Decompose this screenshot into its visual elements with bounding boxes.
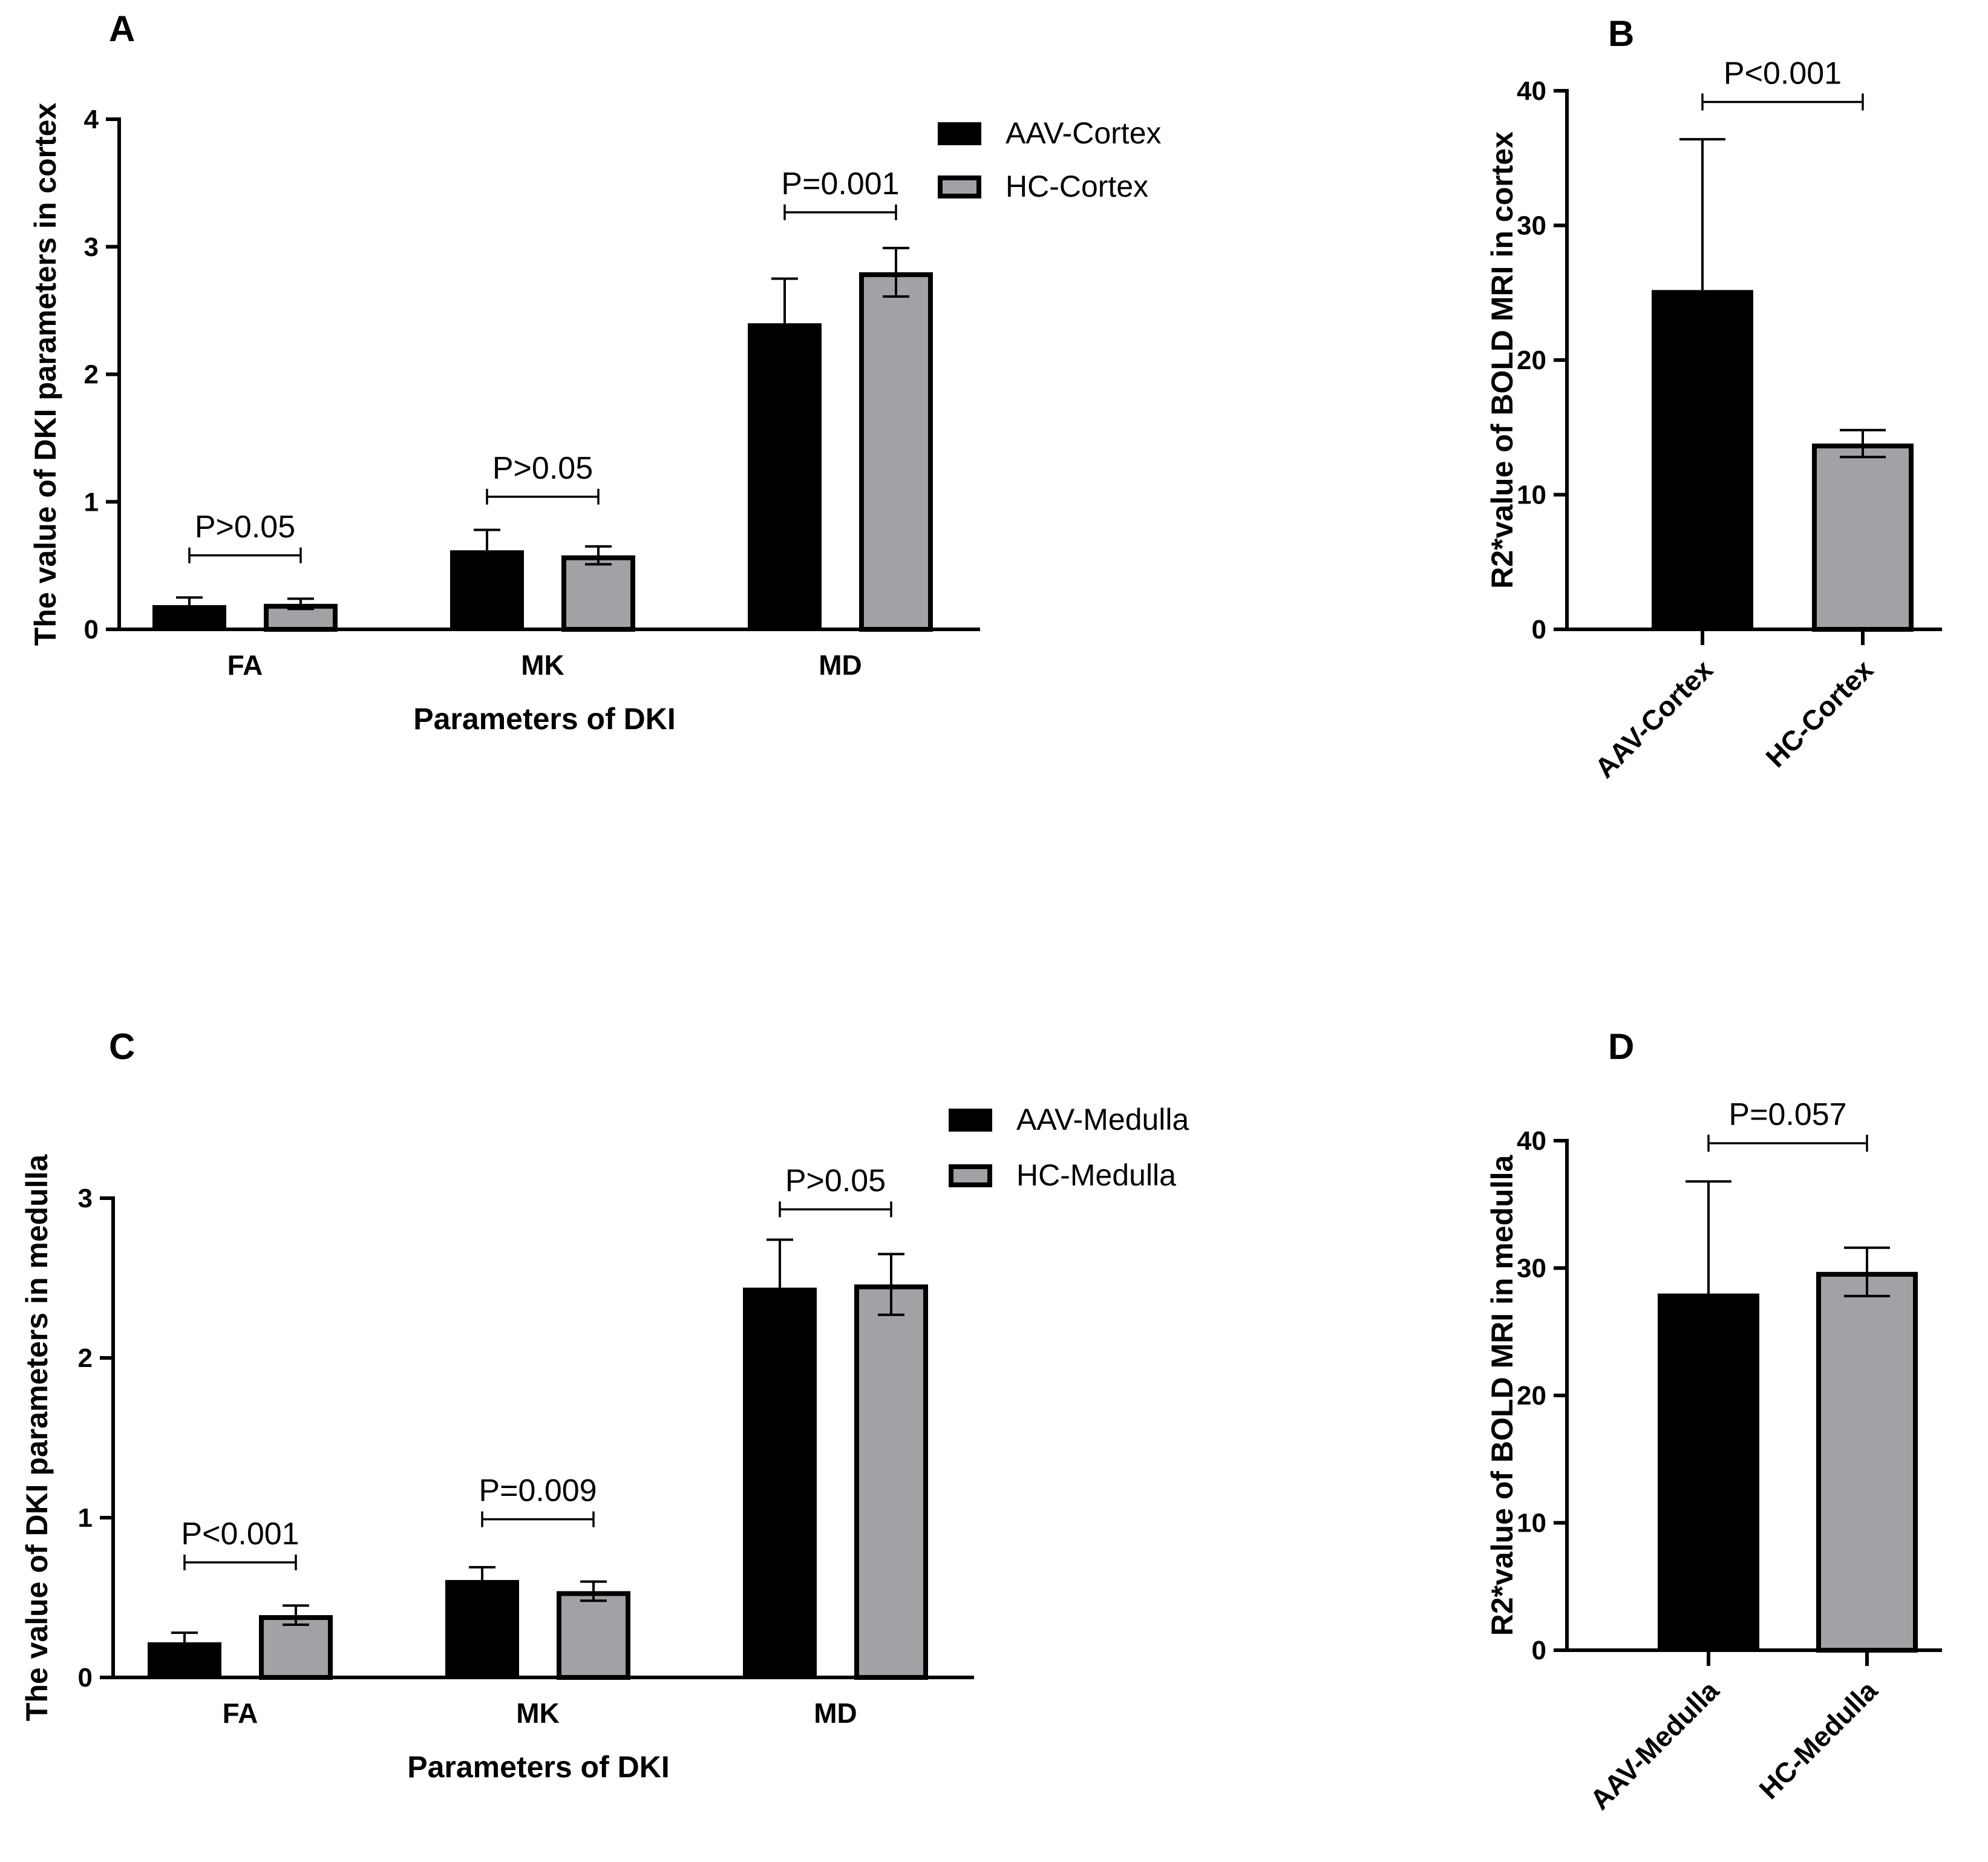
legend-swatch-hc: [949, 1164, 992, 1187]
legend-swatch-aav: [949, 1109, 992, 1132]
x-category-label: HC-Cortex: [1759, 654, 1879, 773]
x-category-label: MK: [521, 649, 564, 681]
bar-hc: [1816, 1271, 1918, 1653]
y-tick-label: 0: [78, 1663, 93, 1693]
x-category-label: AAV-Medulla: [1584, 1674, 1725, 1815]
chart-a-dki-cortex: 0 1 2 3 4 The value of DKI parameters in cort…: [28, 103, 1162, 736]
x-category-label: HC-Medulla: [1753, 1674, 1883, 1805]
legend-label: AAV-Medulla: [1016, 1103, 1189, 1136]
y-tick-label: 0: [1532, 615, 1546, 644]
bar-hc: [859, 272, 933, 632]
p-value-label: P>0.05: [785, 1163, 886, 1198]
bar-aav: [748, 323, 822, 629]
p-value-label: P<0.001: [181, 1516, 299, 1552]
chart-b-bold-cortex: 0 10 20 30 40 R2*value of BOLD MRI in cortex A…: [1485, 56, 1942, 784]
bar-hc: [557, 1591, 630, 1680]
y-tick-label: 10: [1517, 480, 1546, 510]
chart-c-dki-medulla: 0 1 2 3 The value of DKI parameters in medul…: [20, 1103, 1189, 1784]
y-tick-label: 10: [1517, 1509, 1546, 1538]
p-value-label: P>0.05: [195, 510, 295, 545]
bar-hc: [1812, 443, 1914, 632]
x-category-label: AAV-Cortex: [1589, 654, 1719, 784]
y-tick-label: 4: [84, 105, 99, 134]
p-value-label: P<0.001: [1724, 56, 1842, 91]
bar-aav: [445, 1579, 519, 1677]
bar-aav: [450, 550, 524, 629]
x-axis-title: Parameters of DKI: [407, 1750, 670, 1784]
y-tick-label: 1: [84, 487, 99, 517]
bar-aav: [152, 605, 226, 629]
bar-hc: [259, 1615, 333, 1680]
x-category-label: FA: [227, 649, 263, 681]
y-tick-label: 30: [1517, 211, 1546, 241]
p-value-label: P>0.05: [492, 451, 593, 486]
p-value-label: P=0.057: [1728, 1097, 1846, 1132]
bar-aav: [743, 1287, 817, 1677]
y-axis-title: The value of DKI parameters in cortex: [28, 103, 62, 646]
y-tick-label: 0: [1532, 1636, 1546, 1665]
panel-label-c: C: [109, 1026, 135, 1067]
legend-swatch-aav: [938, 122, 981, 145]
legend-label: HC-Cortex: [1005, 169, 1148, 203]
p-value-label: P=0.009: [479, 1474, 597, 1509]
y-tick-label: 40: [1517, 1126, 1546, 1156]
y-tick-label: 40: [1517, 76, 1546, 106]
panel-label-b: B: [1608, 13, 1634, 54]
y-tick-label: 0: [84, 615, 99, 644]
legend-swatch-hc: [938, 175, 981, 198]
y-axis-title: The value of DKI parameters in medulla: [20, 1154, 54, 1722]
y-tick-label: 2: [78, 1343, 93, 1373]
x-category-label: MD: [819, 649, 862, 681]
bar-aav: [1652, 290, 1753, 629]
x-axis-title: Parameters of DKI: [413, 702, 676, 736]
panel-label-a: A: [109, 8, 135, 49]
y-tick-label: 2: [84, 360, 99, 390]
x-category-label: FA: [223, 1697, 258, 1729]
bar-hc: [561, 555, 635, 632]
y-tick-label: 3: [84, 232, 99, 262]
p-value-label: P=0.001: [781, 166, 899, 202]
bar-hc: [854, 1284, 928, 1680]
legend-label: AAV-Cortex: [1005, 116, 1162, 150]
legend-label: HC-Medulla: [1016, 1158, 1176, 1192]
x-category-label: MD: [814, 1697, 857, 1729]
bar-aav: [1658, 1293, 1759, 1650]
y-tick-label: 20: [1517, 346, 1546, 375]
bar-aav: [148, 1642, 221, 1677]
x-category-label: MK: [516, 1697, 560, 1729]
y-tick-label: 30: [1517, 1254, 1546, 1283]
y-axis-title: R2*value of BOLD MRI in medulla: [1485, 1155, 1519, 1636]
y-tick-label: 3: [78, 1184, 93, 1213]
y-tick-label: 1: [78, 1503, 93, 1533]
y-axis-title: R2*value of BOLD MRI in cortex: [1485, 131, 1519, 589]
panel-label-d: D: [1608, 1026, 1634, 1067]
y-tick-label: 20: [1517, 1381, 1546, 1411]
